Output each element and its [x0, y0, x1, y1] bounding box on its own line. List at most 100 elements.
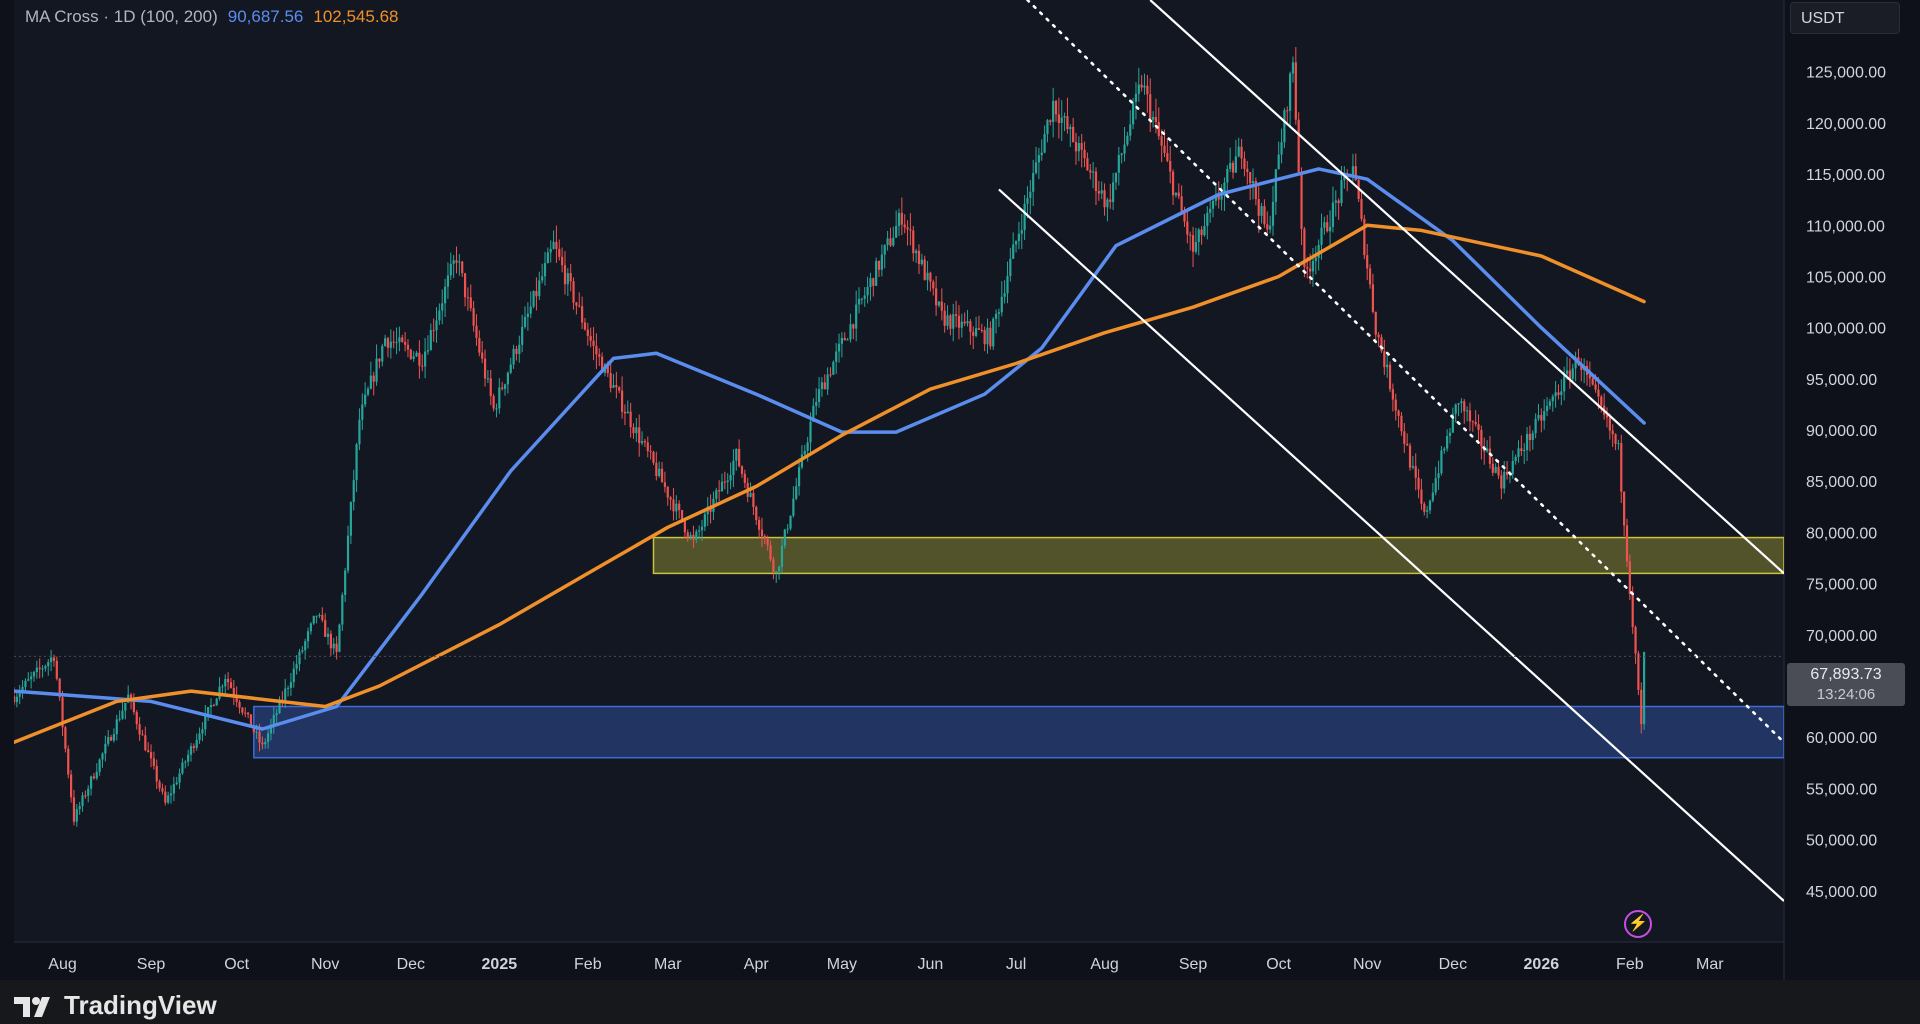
- candle: [475, 314, 478, 346]
- candle: [1043, 125, 1046, 154]
- candle-body: [1337, 200, 1340, 204]
- candle: [1131, 98, 1135, 130]
- candle: [1211, 198, 1215, 218]
- candle: [1231, 160, 1235, 179]
- candle-body: [698, 530, 701, 532]
- candle-body: [264, 742, 267, 745]
- candle-body: [969, 321, 972, 332]
- candle-body: [1328, 226, 1332, 232]
- candle-body: [1243, 158, 1246, 169]
- currency-selector[interactable]: USDT: [1790, 2, 1900, 34]
- candle-body: [1177, 192, 1180, 197]
- candle-body: [87, 788, 90, 796]
- x-tick-label: Nov: [1353, 956, 1381, 973]
- candle: [972, 326, 975, 350]
- candle-body: [609, 373, 612, 388]
- candle-body: [161, 788, 164, 792]
- candle: [115, 714, 118, 741]
- candle: [835, 343, 838, 374]
- ma200-value: 102,545.68: [313, 7, 399, 26]
- candle: [660, 461, 664, 483]
- candle: [426, 335, 430, 355]
- candle: [24, 678, 27, 691]
- candle: [1608, 413, 1611, 440]
- candle: [1240, 138, 1243, 170]
- candle-body: [1291, 62, 1295, 74]
- candle: [1103, 183, 1106, 216]
- candle: [521, 314, 524, 353]
- candle: [438, 303, 441, 326]
- candle: [1143, 73, 1146, 95]
- candle-body: [989, 327, 992, 347]
- candle: [278, 696, 281, 714]
- tradingview-logo[interactable]: TradingView: [14, 990, 217, 1021]
- candle: [1080, 134, 1083, 168]
- candle: [324, 613, 327, 638]
- candle: [575, 301, 578, 315]
- candle: [1580, 358, 1583, 382]
- candle-body: [1637, 653, 1640, 690]
- candle-body: [41, 668, 44, 670]
- candle: [1072, 117, 1075, 143]
- y-tick-label: 50,000.00: [1806, 833, 1877, 850]
- candle-body: [900, 212, 903, 225]
- candle: [1174, 192, 1178, 198]
- candle-body: [1046, 120, 1049, 134]
- candle: [586, 322, 589, 346]
- candle-body: [432, 330, 435, 332]
- candle-body: [1417, 477, 1420, 490]
- candle-body: [1180, 196, 1183, 212]
- candle-body: [1020, 230, 1023, 234]
- lightning-icon[interactable]: ⚡: [1624, 910, 1652, 938]
- candle-body: [1471, 421, 1474, 423]
- candle: [1531, 430, 1534, 450]
- candle-body: [523, 316, 527, 327]
- candle-body: [877, 260, 881, 270]
- chart-svg[interactable]: 130,000.00125,000.00120,000.00115,000.00…: [0, 0, 1920, 980]
- candle: [635, 418, 638, 442]
- candle-body: [1260, 206, 1263, 216]
- candle: [1480, 425, 1483, 460]
- candle: [658, 461, 661, 478]
- candle-body: [1308, 268, 1312, 272]
- candle-body: [1351, 166, 1355, 177]
- candle-body: [1514, 456, 1517, 461]
- candle-body: [546, 252, 549, 264]
- candle-body: [469, 297, 472, 309]
- candle-body: [386, 338, 390, 348]
- candle-body: [649, 451, 652, 453]
- candle: [1029, 179, 1032, 215]
- candle-body: [392, 341, 395, 343]
- candle-body: [506, 372, 509, 385]
- candle-body: [1374, 311, 1377, 335]
- candle-body: [1363, 218, 1366, 256]
- candle-body: [512, 348, 515, 365]
- candle: [592, 327, 595, 361]
- candle: [820, 377, 824, 397]
- candle: [187, 749, 190, 767]
- candle: [1360, 191, 1363, 222]
- candle-body: [586, 329, 589, 336]
- x-tick-label: Feb: [574, 956, 602, 973]
- candle-body: [663, 482, 667, 487]
- candle-body: [341, 594, 344, 625]
- candle-body: [1406, 443, 1409, 446]
- candle-body: [946, 315, 949, 326]
- candle-body: [906, 227, 909, 230]
- candle: [1134, 82, 1138, 120]
- candle: [1620, 434, 1623, 504]
- candle-body: [935, 288, 938, 306]
- candle-body: [1331, 202, 1335, 227]
- candle: [1628, 554, 1631, 601]
- candle: [1368, 264, 1372, 289]
- candle-body: [252, 727, 255, 732]
- candle: [215, 697, 218, 706]
- candle: [1560, 379, 1563, 406]
- candle-body: [1289, 73, 1292, 111]
- candle-body: [1631, 594, 1634, 628]
- candle: [415, 350, 418, 358]
- indicator-legend[interactable]: MA Cross · 1D (100, 200) 90,687.56 102,5…: [25, 6, 398, 28]
- candle-body: [572, 281, 575, 303]
- candle-body: [1140, 84, 1143, 88]
